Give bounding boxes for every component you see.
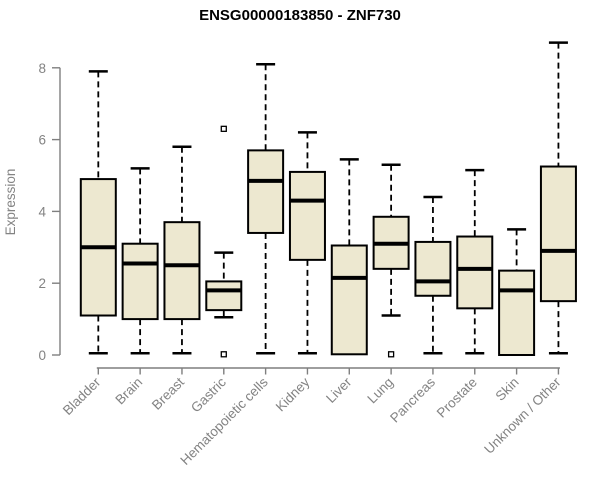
y-axis-title: Expression: [3, 169, 18, 236]
x-tick-label: Prostate: [434, 375, 480, 421]
box-prostate: [456, 168, 494, 355]
x-tick-label: Brain: [112, 375, 145, 408]
box-gastric: [205, 125, 243, 358]
box-breast: [163, 145, 201, 355]
y-tick-label: 0: [38, 348, 46, 363]
iqr-box: [456, 235, 494, 310]
box-hematopoietic-cells: [247, 62, 285, 355]
boxplot-series: [79, 41, 577, 358]
outlier-point: [387, 351, 395, 358]
x-tick-label: Liver: [323, 374, 355, 406]
iqr-box: [247, 149, 285, 234]
y-tick-label: 6: [38, 133, 46, 148]
box-bladder: [79, 70, 117, 355]
outlier-point: [220, 351, 227, 358]
iqr-box: [330, 244, 368, 356]
box-lung: [372, 163, 410, 358]
iqr-box: [498, 269, 536, 357]
box-liver: [330, 158, 368, 356]
iqr-box: [288, 170, 326, 261]
iqr-box: [163, 221, 201, 321]
iqr-box: [414, 240, 452, 297]
box-pancreas: [414, 195, 452, 355]
x-tick-label: Gastric: [188, 374, 229, 415]
x-tick-label: Breast: [149, 374, 187, 412]
x-tick-label: Unknown / Other: [481, 374, 564, 457]
iqr-box: [539, 165, 577, 303]
iqr-box: [205, 280, 243, 312]
iqr-box: [121, 242, 159, 321]
outlier-point: [220, 125, 227, 132]
x-tick-label: Pancreas: [387, 374, 438, 425]
y-tick-label: 8: [38, 61, 46, 76]
box-unknown-other: [539, 41, 577, 355]
x-tick-label: Bladder: [60, 374, 104, 418]
box-kidney: [288, 131, 326, 355]
x-tick-label: Kidney: [273, 374, 313, 414]
box-skin: [498, 228, 536, 357]
box-brain: [121, 167, 159, 355]
chart-title: ENSG00000183850 - ZNF730: [199, 7, 401, 24]
y-axis: 0 2 4 6 8: [38, 61, 61, 363]
y-tick-label: 4: [38, 204, 46, 219]
x-tick-label: Skin: [493, 375, 522, 404]
x-tick-label: Lung: [364, 375, 396, 407]
y-tick-label: 2: [38, 276, 46, 291]
